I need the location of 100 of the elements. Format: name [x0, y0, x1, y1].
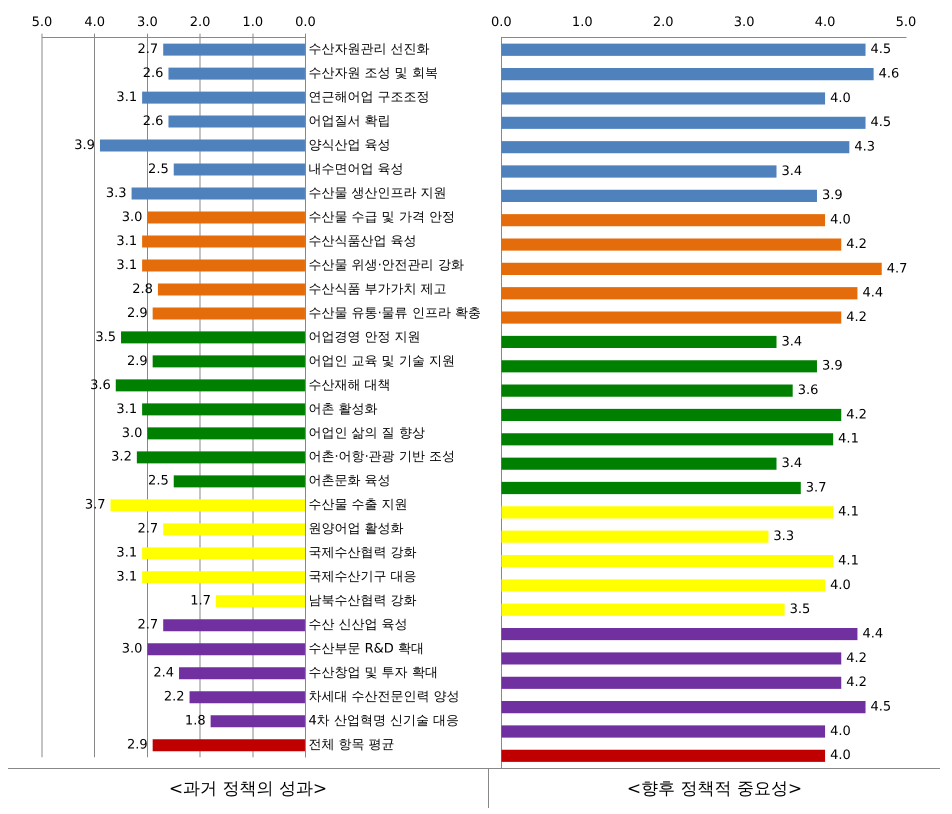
data-label: 3.3: [773, 529, 794, 544]
data-label: 3.1: [116, 570, 138, 585]
bar: [121, 331, 305, 344]
bar: [501, 384, 793, 397]
data-label: 4.2: [846, 675, 867, 690]
bar: [168, 68, 305, 80]
bar: [501, 408, 842, 422]
data-label: 4.3: [854, 140, 876, 155]
data-label: 3.1: [116, 546, 138, 561]
x-tick-label: 0.0: [490, 15, 512, 30]
y-tick-label: 수산식품 부가가치 제고: [308, 282, 447, 297]
data-label: 4.2: [846, 236, 867, 252]
data-label: 4.0: [830, 212, 851, 228]
bar: [136, 451, 305, 464]
data-label: 3.6: [798, 383, 818, 398]
y-tick-label: 수산자원관리 선진화: [308, 42, 430, 57]
x-tick-label: 4.0: [84, 15, 106, 30]
data-label: 4.1: [838, 553, 859, 568]
bar: [501, 336, 777, 348]
data-label: 4.4: [862, 286, 884, 301]
data-label: 3.9: [74, 138, 95, 153]
bar: [501, 458, 777, 470]
data-label: 4.0: [830, 90, 851, 106]
bar: [501, 44, 866, 56]
bar: [152, 355, 305, 368]
bar: [132, 188, 305, 200]
bar: [501, 116, 866, 129]
text: <향후 정책적 중요성>: [488, 768, 940, 808]
x-tick-label: 5.0: [32, 15, 52, 30]
y-tick-label: 4차 산업혁명 신기술 대응: [308, 714, 460, 729]
data-label: 3.9: [822, 358, 843, 374]
data-label: 2.9: [126, 354, 148, 369]
y-tick-label: 수산창업 및 투자 확대: [308, 666, 438, 681]
y-tick-label: 어업질서 확립: [308, 114, 391, 129]
y-tick-label: 수산물 수출 지원: [308, 498, 408, 513]
bar: [100, 140, 305, 152]
text: <과거 정책의 성과>: [8, 768, 488, 808]
y-tick-label: 수산 신산업 육성: [308, 618, 408, 633]
bar: [163, 619, 305, 632]
y-tick-label: 수산재해 대책: [308, 378, 391, 393]
bar: [501, 482, 801, 494]
bar: [116, 379, 305, 392]
y-tick-label: 수산부문 R&D 확대: [308, 642, 424, 657]
data-label: 3.7: [806, 480, 826, 496]
data-label: 3.7: [84, 498, 106, 513]
data-label: 3.5: [790, 602, 810, 618]
bar: [501, 701, 866, 714]
data-label: 4.4: [862, 626, 884, 642]
data-label: 4.1: [838, 504, 859, 520]
data-label: 3.9: [822, 188, 843, 204]
bar: [501, 676, 842, 689]
data-label: 3.5: [95, 330, 116, 345]
x-tick-label: 0.0: [295, 15, 316, 30]
bar: [501, 750, 826, 762]
y-tick-label: 원양어업 활성화: [308, 522, 404, 537]
bar: [501, 554, 834, 568]
data-label: 1.8: [184, 714, 206, 729]
data-label: 3.1: [116, 402, 138, 417]
data-label: 3.4: [782, 334, 802, 350]
data-label: 4.5: [870, 42, 892, 58]
x-tick-label: 2.0: [652, 15, 674, 30]
y-tick-label: 수산물 유통·물류 인프라 확충: [308, 306, 481, 321]
y-tick-label: 차세대 수산전문인력 양성: [308, 690, 460, 705]
bar: [501, 238, 842, 251]
bar: [163, 44, 305, 56]
data-label: 2.7: [138, 522, 158, 537]
data-label: 2.8: [132, 282, 153, 297]
bar: [501, 92, 826, 105]
bar: [501, 68, 874, 80]
y-tick-label: 연근해어업 구조조정: [308, 90, 430, 105]
bar: [501, 190, 817, 202]
y-tick-label: 어업경영 안정 지원: [308, 330, 421, 345]
bar: [501, 530, 768, 543]
y-tick-label: 내수면어업 육성: [308, 162, 404, 177]
data-label: 2.2: [164, 690, 185, 705]
data-label: 3.1: [116, 234, 138, 249]
data-label: 4.5: [870, 115, 892, 130]
bar: [501, 262, 882, 275]
bar: [142, 235, 305, 248]
data-label: 3.0: [122, 210, 142, 225]
y-tick-label: 양식산업 육성: [308, 138, 391, 153]
data-label: 3.4: [782, 164, 802, 179]
y-tick-label: 수산자원 조성 및 회복: [308, 66, 438, 81]
bar: [501, 628, 858, 640]
bar: [110, 499, 305, 512]
bar: [501, 214, 826, 226]
data-label: 2.5: [148, 162, 169, 177]
data-label: 2.7: [138, 618, 158, 633]
y-tick-label: 국제수산기구 대응: [308, 570, 417, 585]
data-label: 1.7: [190, 594, 211, 609]
data-label: 4.0: [830, 724, 851, 739]
data-label: 3.4: [782, 456, 802, 472]
data-label: 4.0: [830, 748, 851, 764]
data-label: 3.0: [122, 642, 142, 657]
bar: [147, 427, 305, 440]
bar: [147, 643, 305, 656]
data-label: 4.2: [846, 310, 867, 325]
bar: [174, 475, 305, 488]
y-tick-label: 어업인 교육 및 기술 지원: [308, 354, 455, 369]
data-label: 3.1: [116, 90, 138, 105]
